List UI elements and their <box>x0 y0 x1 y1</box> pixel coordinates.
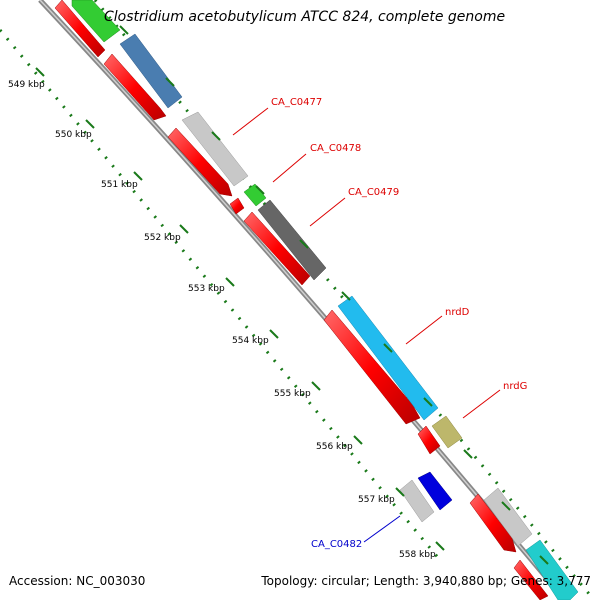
gene-arrow[interactable] <box>243 211 311 286</box>
tick-label: 558 kbp <box>399 550 436 560</box>
tick-mark <box>225 277 235 287</box>
gene-block[interactable] <box>337 295 439 421</box>
tick-mark <box>353 435 363 445</box>
gene-block[interactable] <box>243 183 267 207</box>
tick-mark <box>35 67 45 77</box>
gene-block[interactable] <box>431 415 463 449</box>
gene-arrow[interactable] <box>417 425 441 455</box>
tick-mark <box>133 171 143 181</box>
gene-block[interactable] <box>71 0 121 43</box>
tick-mark <box>179 224 189 234</box>
reverse-strand-genes <box>54 0 549 600</box>
tick-mark <box>311 381 321 391</box>
gene-arrow[interactable] <box>229 197 245 215</box>
gene-arrow[interactable] <box>54 0 106 58</box>
gene-label-nrdg[interactable]: nrdG <box>503 381 527 392</box>
gene-label-nrdd[interactable]: nrdD <box>445 307 470 318</box>
gene-block[interactable] <box>525 539 579 600</box>
tick-label: 550 kbp <box>55 130 92 140</box>
genome-title: Clostridium acetobutylicum ATCC 824, com… <box>104 9 506 25</box>
gene-block[interactable] <box>181 111 249 187</box>
gene-arrow[interactable] <box>167 127 233 197</box>
tick-label: 555 kbp <box>274 389 311 399</box>
gene-block[interactable] <box>483 487 533 547</box>
leader-line <box>462 389 501 419</box>
tick-mark <box>435 541 445 551</box>
gene-label-ca-c0477[interactable]: CA_C0477 <box>271 97 322 108</box>
tick-label: 552 kbp <box>144 233 181 243</box>
leader-line <box>272 153 307 183</box>
tick-label: 557 kbp <box>358 495 395 505</box>
tick-mark <box>269 329 279 339</box>
tick-mark <box>395 487 405 497</box>
gene-block[interactable] <box>399 479 435 523</box>
inner-tick-ring <box>0 29 442 561</box>
gene-block[interactable] <box>119 33 183 109</box>
topology-text: Topology: circular; Length: 3,940,880 bp… <box>261 574 591 588</box>
outer-tick-ring <box>93 0 592 596</box>
tick-label: 556 kbp <box>316 442 353 452</box>
accession-text: Accession: NC_003030 <box>9 574 146 588</box>
tick-label: 551 kbp <box>101 180 138 190</box>
leader-line <box>232 107 269 136</box>
gene-arrow[interactable] <box>323 309 421 425</box>
gene-block[interactable] <box>417 471 453 511</box>
gene-arrow[interactable] <box>513 559 549 600</box>
leader-line <box>405 315 443 345</box>
tick-label: 553 kbp <box>188 284 225 294</box>
gene-arrow[interactable] <box>469 493 517 553</box>
gene-label-ca-c0479[interactable]: CA_C0479 <box>348 187 399 198</box>
kbp-ticks: 549 kbp 550 kbp 551 kbp 552 kbp 553 kbp … <box>8 25 549 565</box>
tick-label: 549 kbp <box>8 80 45 90</box>
forward-strand-genes <box>71 0 579 600</box>
gene-label-ca-c0478[interactable]: CA_C0478 <box>310 143 361 154</box>
tick-mark <box>85 119 95 129</box>
gene-arrow[interactable] <box>103 53 167 121</box>
gene-label-ca-c0482[interactable]: CA_C0482 <box>311 539 362 550</box>
leader-line <box>363 515 401 543</box>
gene-labels: CA_C0477 CA_C0478 CA_C0479 nrdD nrdG CA_… <box>232 97 527 550</box>
gene-block[interactable] <box>257 199 327 281</box>
leader-line <box>309 197 346 227</box>
tick-label: 554 kbp <box>232 336 269 346</box>
